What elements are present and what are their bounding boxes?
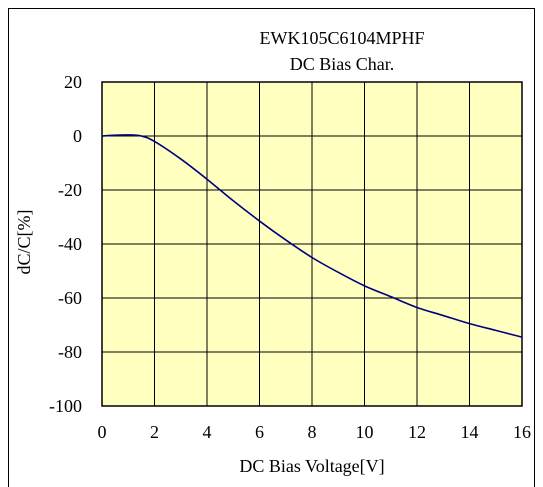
x-axis-label: DC Bias Voltage[V] (239, 456, 384, 476)
chart-subtitle: DC Bias Char. (290, 54, 395, 74)
x-tick-label: 8 (308, 422, 317, 442)
y-tick-label: -40 (58, 234, 82, 254)
x-tick-label: 10 (356, 422, 374, 442)
x-tick-label: 2 (150, 422, 159, 442)
plot-area: 0 2 4 6 8 10 12 14 16 20 0 -20 -40 -60 -80 -100 (49, 72, 531, 442)
y-tick-label: -60 (58, 288, 82, 308)
x-tick-label: 6 (255, 422, 264, 442)
x-tick-label: 0 (98, 422, 107, 442)
y-tick-label: -20 (58, 180, 82, 200)
y-tick-label: -100 (49, 396, 82, 416)
chart-title: EWK105C6104MPHF (259, 28, 424, 48)
x-tick-label: 4 (203, 422, 212, 442)
y-tick-label: 20 (64, 72, 82, 92)
x-tick-label: 16 (513, 422, 531, 442)
x-tick-label: 14 (461, 422, 479, 442)
y-tick-label: -80 (58, 342, 82, 362)
plot-frame (101, 81, 523, 407)
y-tick-label: 0 (73, 126, 82, 146)
x-tick-label: 12 (408, 422, 426, 442)
series-line (101, 134, 523, 338)
y-axis-label: dC/C[%] (14, 210, 34, 275)
